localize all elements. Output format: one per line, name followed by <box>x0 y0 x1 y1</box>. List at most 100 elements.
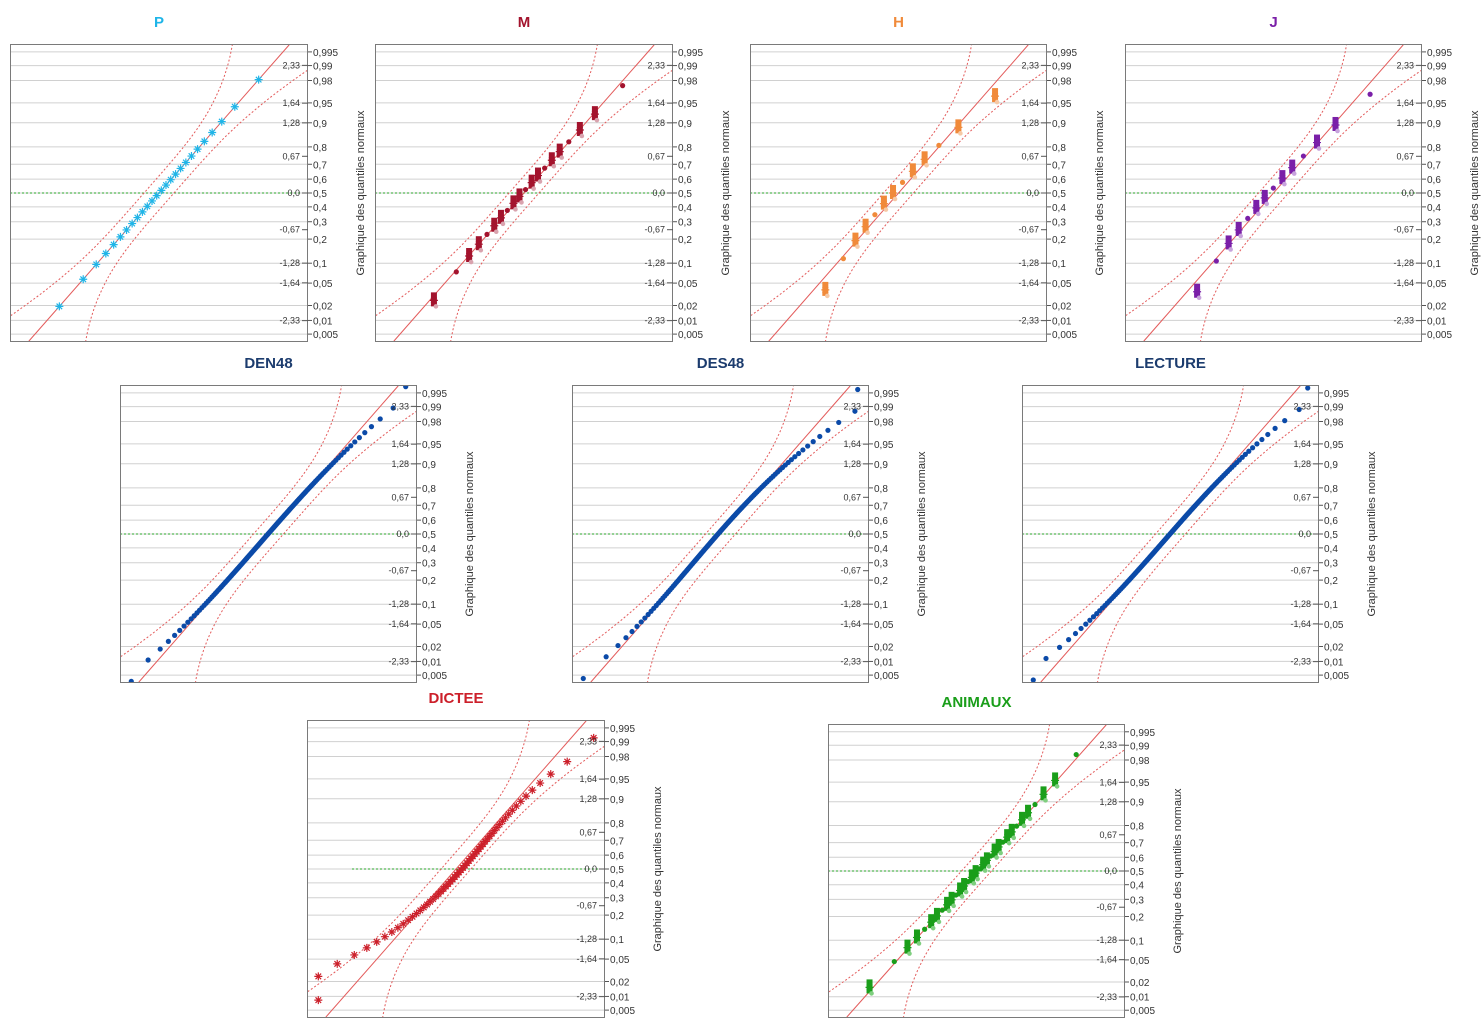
z-tick-label: -1,64 <box>388 619 409 629</box>
qq-plot-svg: 2,33 1,64 1,28 0,67 0,0 -0,67 -1,28 -1,64 -2,33 0… <box>375 44 732 342</box>
prob-tick-label: 0,3 <box>874 559 888 570</box>
data-point <box>408 912 417 921</box>
prob-tick-label: 0,9 <box>610 795 624 806</box>
data-point <box>1196 295 1202 301</box>
prob-tick-label: 0,1 <box>422 600 436 611</box>
prob-tick-label: 0,005 <box>610 1006 635 1017</box>
data-point <box>620 83 626 89</box>
data-point <box>122 225 131 234</box>
data-point <box>955 119 962 134</box>
prob-tick-label: 0,99 <box>610 738 630 749</box>
data-point <box>143 202 152 211</box>
prob-tick-label: 0,02 <box>678 302 698 313</box>
data-point <box>399 919 408 928</box>
data-point <box>576 121 583 136</box>
z-tick-label: 1,28 <box>1396 118 1414 128</box>
prob-tick-label: 0,4 <box>1052 203 1066 214</box>
panel-title: P <box>153 14 164 31</box>
prob-tick-label: 0,3 <box>678 218 692 229</box>
prob-tick-label: 0,98 <box>1427 76 1447 87</box>
data-point <box>872 212 878 218</box>
z-tick-label: 0,0 <box>1401 188 1414 198</box>
data-point <box>393 923 402 932</box>
data-point <box>1296 406 1302 413</box>
data-point <box>580 675 586 682</box>
prob-tick-label: 0,98 <box>1052 76 1072 87</box>
prob-tick-label: 0,9 <box>1052 119 1066 130</box>
data-point <box>171 170 180 179</box>
prob-tick-label: 0,05 <box>1324 620 1344 631</box>
prob-tick-label: 0,95 <box>1130 778 1150 789</box>
data-point <box>1313 134 1320 149</box>
axis-title: Graphique des quantiles normaux <box>355 110 367 276</box>
data-point <box>1300 153 1307 159</box>
z-tick-label: -1,28 <box>1096 935 1117 945</box>
plot-area <box>1022 385 1319 683</box>
z-tick-label: -0,67 <box>1096 902 1117 912</box>
prob-tick-label: 0,6 <box>1427 175 1441 186</box>
z-tick-label: -2,33 <box>1290 657 1311 667</box>
data-point <box>1316 146 1322 151</box>
data-point <box>1245 215 1251 222</box>
data-point <box>314 996 323 1005</box>
fitted-line <box>393 44 655 342</box>
data-point <box>372 937 381 946</box>
prob-tick-label: 0,995 <box>1324 389 1349 400</box>
prob-tick-label: 0,5 <box>1052 189 1066 200</box>
prob-tick-label: 0,95 <box>313 99 333 110</box>
z-tick-label: 2,33 <box>579 736 597 746</box>
panel-title: ANIMAUX <box>941 694 1012 711</box>
prob-tick-label: 0,8 <box>1427 143 1441 154</box>
data-point <box>1027 816 1033 822</box>
axis-title: Graphique des quantiles normaux <box>1172 788 1184 954</box>
prob-tick-label: 0,4 <box>313 203 327 214</box>
data-point <box>995 838 1002 853</box>
prob-tick-label: 0,9 <box>874 460 888 471</box>
z-tick-label: 1,64 <box>647 98 665 108</box>
data-point <box>466 248 473 263</box>
prob-tick-label: 0,005 <box>313 330 338 341</box>
data-point <box>551 163 557 169</box>
data-point <box>522 186 529 193</box>
prob-tick-label: 0,3 <box>610 894 624 905</box>
z-tick-label: -2,33 <box>576 992 597 1002</box>
z-tick-label: 0,67 <box>282 151 300 161</box>
prob-tick-label: 0,01 <box>1427 316 1447 327</box>
data-point <box>1282 418 1288 424</box>
z-tick-label: 2,33 <box>647 60 665 70</box>
axis-title: Graphique des quantiles normaux <box>652 786 664 952</box>
data-point <box>387 928 396 937</box>
data-point <box>825 427 831 433</box>
data-point <box>516 188 523 203</box>
data-point <box>1254 441 1260 447</box>
data-point <box>508 806 517 815</box>
z-tick-label: 1,64 <box>1021 98 1039 108</box>
data-point <box>862 218 869 233</box>
data-point <box>992 88 999 103</box>
z-tick-label: -1,28 <box>840 599 861 609</box>
data-point <box>909 163 916 178</box>
data-point <box>254 75 263 84</box>
z-tick-label: -1,28 <box>388 599 409 609</box>
data-point <box>594 117 600 123</box>
data-point <box>852 408 858 414</box>
data-point <box>484 231 490 237</box>
data-point <box>1043 798 1048 803</box>
data-point <box>79 275 88 284</box>
data-point <box>513 207 518 212</box>
prob-tick-label: 0,02 <box>1324 643 1344 654</box>
data-point <box>333 959 342 968</box>
prob-tick-label: 0,8 <box>1130 822 1144 833</box>
z-tick-label: -0,67 <box>1393 225 1414 235</box>
data-point <box>825 293 830 299</box>
prob-tick-label: 0,99 <box>874 403 894 414</box>
z-tick-label: -2,33 <box>1018 316 1039 326</box>
prob-tick-label: 0,95 <box>1052 99 1072 110</box>
data-point <box>1019 811 1026 826</box>
prob-tick-label: 0,9 <box>678 119 692 130</box>
data-point <box>1087 617 1093 623</box>
z-tick-label: -2,33 <box>279 316 300 326</box>
data-point <box>512 801 521 810</box>
data-point <box>883 207 889 212</box>
prob-tick-label: 0,01 <box>1324 657 1344 668</box>
